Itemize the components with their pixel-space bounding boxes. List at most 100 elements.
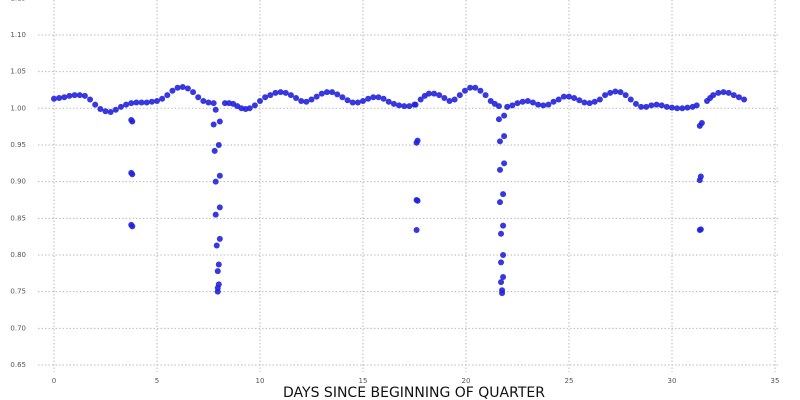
data-point: [190, 89, 197, 96]
x-tick-label: 20: [462, 377, 471, 385]
x-tick-label: 35: [771, 377, 780, 385]
data-point: [370, 94, 377, 101]
y-tick-label: 1.15: [10, 0, 26, 2]
data-point: [401, 103, 408, 110]
data-point: [684, 104, 691, 111]
data-point: [138, 99, 145, 106]
data-point: [477, 87, 484, 94]
data-point: [212, 106, 219, 113]
data-point: [87, 96, 94, 103]
data-point: [211, 147, 218, 154]
data-point: [504, 103, 511, 110]
data-point: [318, 90, 325, 97]
data-point: [210, 121, 217, 128]
data-point: [441, 95, 448, 102]
data-point: [412, 101, 419, 108]
data-point: [97, 106, 104, 113]
data-point: [576, 97, 583, 104]
data-point: [215, 141, 222, 148]
data-point: [498, 279, 505, 286]
data-point: [436, 92, 443, 99]
data-point: [417, 96, 424, 103]
data-point: [499, 290, 506, 297]
data-point: [509, 102, 516, 109]
data-point: [496, 138, 503, 145]
data-point: [200, 97, 207, 104]
data-point: [216, 118, 223, 125]
data-point: [461, 87, 468, 94]
data-point: [169, 87, 176, 94]
data-point: [519, 98, 526, 105]
y-tick-label: 1.00: [10, 104, 26, 112]
data-point: [210, 100, 217, 107]
data-point: [622, 92, 629, 99]
data-point: [586, 100, 593, 107]
data-point: [638, 103, 645, 110]
y-tick-label: 1.10: [10, 31, 26, 39]
data-point: [710, 92, 717, 99]
data-point: [179, 84, 186, 91]
data-point: [550, 98, 557, 105]
data-point: [627, 96, 634, 103]
data-point: [159, 95, 166, 102]
data-point: [102, 108, 109, 115]
data-point: [501, 133, 508, 140]
y-tick-label: 0.65: [10, 361, 26, 369]
data-point: [414, 197, 421, 204]
data-point: [375, 94, 382, 101]
data-point: [334, 91, 341, 98]
data-point: [313, 93, 320, 100]
data-point: [617, 89, 624, 96]
data-point: [500, 222, 507, 229]
data-point: [66, 92, 73, 99]
data-point: [293, 95, 300, 102]
data-point: [277, 89, 284, 96]
data-point: [51, 95, 57, 102]
data-point: [425, 90, 432, 97]
data-point: [129, 118, 136, 125]
data-point: [216, 172, 223, 179]
y-tick-label: 0.75: [10, 288, 26, 296]
data-point: [674, 105, 681, 112]
data-point: [697, 173, 704, 180]
data-point: [545, 101, 552, 108]
data-point: [61, 94, 68, 101]
data-point: [540, 102, 547, 109]
data-point: [107, 108, 114, 115]
data-point: [385, 98, 392, 105]
data-point: [390, 100, 397, 107]
y-tick-label: 0.70: [10, 324, 26, 332]
data-point: [495, 116, 502, 123]
data-point: [446, 97, 453, 104]
data-point: [214, 268, 221, 275]
data-point: [693, 102, 700, 109]
data-point: [467, 84, 474, 91]
data-point: [246, 105, 253, 112]
data-point: [257, 97, 263, 104]
data-point: [529, 99, 536, 106]
data-point: [591, 98, 598, 105]
x-axis-label: DAYS SINCE BEGINNING OF QUARTER: [283, 385, 545, 400]
data-point: [632, 100, 639, 107]
data-point: [148, 98, 155, 105]
data-point: [571, 95, 578, 102]
data-point: [251, 102, 258, 109]
data-point: [495, 103, 502, 110]
data-point: [164, 92, 171, 99]
data-point: [698, 119, 705, 126]
data-point: [496, 199, 503, 206]
data-point: [360, 97, 366, 104]
data-point: [349, 99, 356, 106]
data-point: [679, 105, 686, 112]
data-point: [212, 211, 219, 218]
data-point: [498, 230, 505, 237]
data-point: [143, 99, 150, 106]
data-point: [339, 94, 346, 101]
data-point: [215, 261, 222, 268]
data-point: [76, 92, 83, 99]
x-tick-label: 25: [565, 377, 574, 385]
data-point: [216, 235, 223, 242]
data-point: [451, 96, 458, 103]
y-tick-label: 0.95: [10, 141, 26, 149]
